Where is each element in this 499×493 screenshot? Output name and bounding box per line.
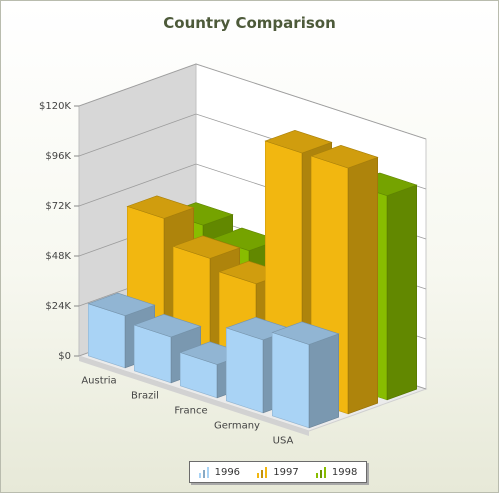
bars-group bbox=[87, 129, 418, 429]
bar-side bbox=[386, 184, 418, 401]
chart-title: Country Comparison bbox=[163, 14, 336, 32]
bar-side bbox=[347, 156, 379, 415]
legend-icon-bar bbox=[323, 466, 326, 478]
x-tick-label: Brazil bbox=[131, 391, 159, 402]
x-tick-label: France bbox=[174, 406, 207, 417]
legend-icon-bar bbox=[315, 472, 318, 478]
legend-icon-bar bbox=[319, 469, 322, 478]
bar-front bbox=[226, 327, 264, 414]
legend-icon-bar bbox=[198, 472, 201, 478]
legend-item-1997[interactable]: 1997 bbox=[257, 466, 299, 478]
x-tick-label: Austria bbox=[81, 376, 116, 387]
bar bbox=[133, 313, 202, 384]
x-tick-label: USA bbox=[273, 436, 294, 447]
legend-icon-bar bbox=[265, 466, 268, 478]
y-tick-label: $72K bbox=[45, 201, 71, 212]
bar-series-icon bbox=[315, 466, 327, 478]
bar-top bbox=[133, 313, 202, 338]
legend-label: 1997 bbox=[273, 466, 299, 478]
y-tick-label: $48K bbox=[45, 251, 71, 262]
legend-item-1998[interactable]: 1998 bbox=[315, 466, 358, 478]
bar-series-icon bbox=[257, 466, 268, 478]
bar-series-icon bbox=[198, 466, 210, 478]
legend: 1996 1997 1998 bbox=[189, 461, 367, 483]
gridline bbox=[78, 63, 427, 140]
bar-side bbox=[308, 333, 340, 429]
bar-top bbox=[87, 292, 156, 317]
legend-icon-bar bbox=[257, 472, 260, 478]
legend-label: 1996 bbox=[214, 466, 241, 478]
legend-icon-bar bbox=[206, 466, 209, 478]
bar-top bbox=[126, 195, 195, 219]
bar-top bbox=[310, 144, 379, 169]
y-tick-label: $24K bbox=[45, 301, 71, 312]
y-tick-label: $120K bbox=[39, 101, 71, 112]
bar-top bbox=[172, 235, 241, 259]
floor-edge bbox=[79, 356, 309, 436]
bar-top bbox=[264, 129, 333, 154]
bar bbox=[271, 321, 340, 429]
y-tick-label: $96K bbox=[45, 151, 71, 162]
legend-icon-bar bbox=[202, 469, 205, 478]
bar-top bbox=[271, 321, 340, 345]
legend-label: 1998 bbox=[331, 466, 358, 478]
y-tick-label: $0 bbox=[58, 351, 71, 362]
legend-item-1996[interactable]: 1996 bbox=[198, 466, 241, 478]
x-tick-label: Germany bbox=[214, 421, 260, 432]
bar-front bbox=[271, 332, 310, 429]
legend-icon-bar bbox=[261, 469, 264, 478]
